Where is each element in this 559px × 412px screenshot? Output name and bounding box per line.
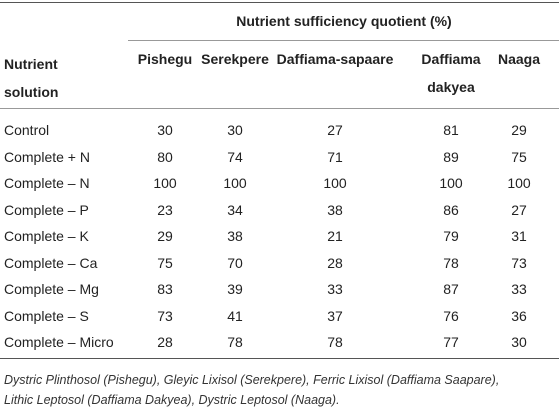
cell: 38 [327, 201, 343, 218]
row-label: Complete – N [4, 175, 90, 191]
cell: 30 [511, 334, 527, 350]
cell: 74 [227, 148, 243, 165]
footnote: Lithic Leptosol (Daffiama Dakyea), Dystr… [4, 393, 340, 407]
group-header: Nutrient sufficiency quotient (%) [236, 13, 452, 29]
cell: 28 [327, 254, 343, 271]
cell: 87 [443, 281, 459, 297]
bottom-rule [0, 358, 559, 359]
cell: 80 [157, 148, 173, 165]
column-header: dakyea [427, 79, 475, 95]
cell: 77 [443, 334, 459, 350]
cell: 75 [511, 148, 527, 165]
cell: 30 [157, 122, 173, 138]
row-label: Complete – Ca [4, 254, 98, 271]
row-label: Complete – P [4, 201, 89, 218]
cell: 79 [443, 228, 459, 244]
row-label: Complete + N [4, 148, 90, 165]
cell: 38 [227, 228, 243, 244]
column-header: Daffiama-sapaare [276, 51, 394, 67]
cell: 78 [443, 254, 459, 271]
cell: 33 [327, 281, 343, 297]
cell: 78 [327, 334, 343, 350]
cell: 39 [227, 281, 243, 297]
footnote: Dystric Plinthosol (Pishegu), Gleyic Lix… [4, 373, 500, 387]
cell: 78 [227, 334, 243, 350]
group-rule [128, 40, 559, 41]
row-label: Complete – Micro [4, 334, 114, 350]
cell: 70 [227, 254, 243, 271]
cell: 73 [511, 254, 527, 271]
cell: 100 [439, 175, 463, 191]
cell: 71 [327, 148, 343, 165]
cell: 21 [327, 228, 343, 244]
cell: 83 [157, 281, 173, 297]
cell: 34 [227, 201, 243, 218]
cell: 31 [511, 228, 527, 244]
top-rule [0, 2, 559, 3]
row-label: Control [4, 122, 50, 138]
cell: 30 [227, 122, 243, 138]
row-label: Complete – S [4, 307, 89, 324]
cell: 37 [327, 307, 343, 324]
cell: 33 [511, 281, 527, 297]
cell: 36 [511, 307, 527, 324]
column-header: Daffiama [421, 51, 481, 67]
cell: 41 [227, 307, 243, 324]
cell: 86 [443, 201, 459, 218]
column-header: Serekpere [201, 51, 269, 67]
cell: 23 [157, 201, 173, 218]
cell: 76 [443, 307, 459, 324]
cell: 81 [443, 122, 459, 138]
cell: 29 [157, 228, 173, 244]
column-header: Pishegu [137, 51, 193, 67]
cell: 100 [507, 175, 531, 191]
cell: 28 [157, 334, 173, 350]
row-label: Complete – Mg [4, 281, 99, 297]
row-header: Nutrient solution [4, 56, 59, 100]
cell: 75 [157, 254, 173, 271]
cell: 100 [323, 175, 347, 191]
cell: 100 [223, 175, 247, 191]
cell: 27 [511, 201, 527, 218]
row-label: Complete – K [4, 228, 89, 244]
cell: 89 [443, 148, 459, 165]
cell: 73 [157, 307, 173, 324]
cell: 29 [511, 122, 527, 138]
header-rule [0, 108, 559, 109]
cell: 27 [327, 122, 343, 138]
column-header: Naaga [497, 51, 541, 67]
cell: 100 [153, 175, 177, 191]
